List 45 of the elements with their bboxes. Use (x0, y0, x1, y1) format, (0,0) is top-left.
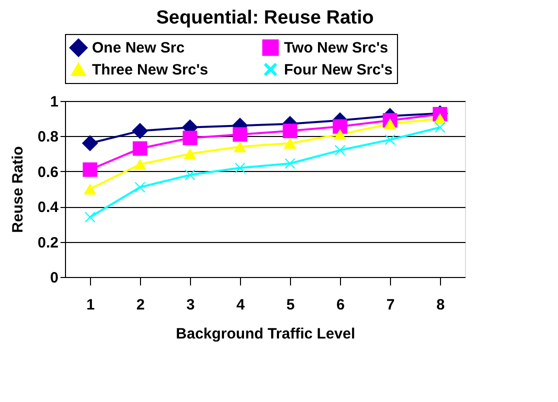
x-tick-label: 4 (236, 296, 246, 314)
y-tick-label: 1 (50, 94, 58, 110)
point (132, 122, 148, 139)
point (132, 141, 148, 156)
x-tick-label: 5 (286, 296, 295, 314)
point (84, 184, 96, 194)
point (384, 118, 396, 130)
point (334, 145, 346, 156)
legend-label: Four New Src's (284, 62, 393, 78)
point (82, 135, 98, 152)
point (284, 138, 296, 149)
point (234, 141, 246, 152)
point (332, 119, 348, 134)
x-tick-label: 7 (386, 296, 395, 314)
point (434, 113, 446, 124)
y-tick-label: 0.8 (38, 128, 58, 146)
point (232, 127, 248, 142)
point (334, 128, 346, 140)
y-tick-label: 0.2 (38, 234, 58, 252)
y-tick-label: 0 (50, 270, 58, 286)
point (134, 158, 146, 170)
y-tick-label: 0.4 (38, 199, 60, 216)
point (234, 162, 246, 174)
point (84, 212, 96, 222)
point (282, 124, 298, 138)
x-tick-label: 6 (336, 296, 345, 314)
legend-label: One New Src (92, 40, 185, 57)
point (434, 122, 446, 133)
point (184, 148, 196, 160)
y-tick-label: 0.6 (38, 164, 58, 181)
y-axis-title: Reuse Ratio (10, 146, 27, 233)
x-tick-label: 1 (86, 296, 95, 314)
x-tick-label: 3 (186, 296, 195, 314)
point (82, 162, 98, 177)
x-tick-label: 8 (436, 296, 445, 314)
legend-label: Two New Src's (284, 40, 388, 57)
x-tick-label: 2 (136, 296, 145, 314)
x-axis-title: Background Traffic Level (176, 326, 356, 342)
point (384, 134, 396, 145)
legend-label: Three New Src's (92, 62, 208, 78)
point (284, 158, 296, 169)
point (134, 182, 146, 192)
point (182, 130, 198, 146)
point (184, 170, 196, 180)
chart-title: Sequential: Reuse Ratio (156, 8, 374, 28)
